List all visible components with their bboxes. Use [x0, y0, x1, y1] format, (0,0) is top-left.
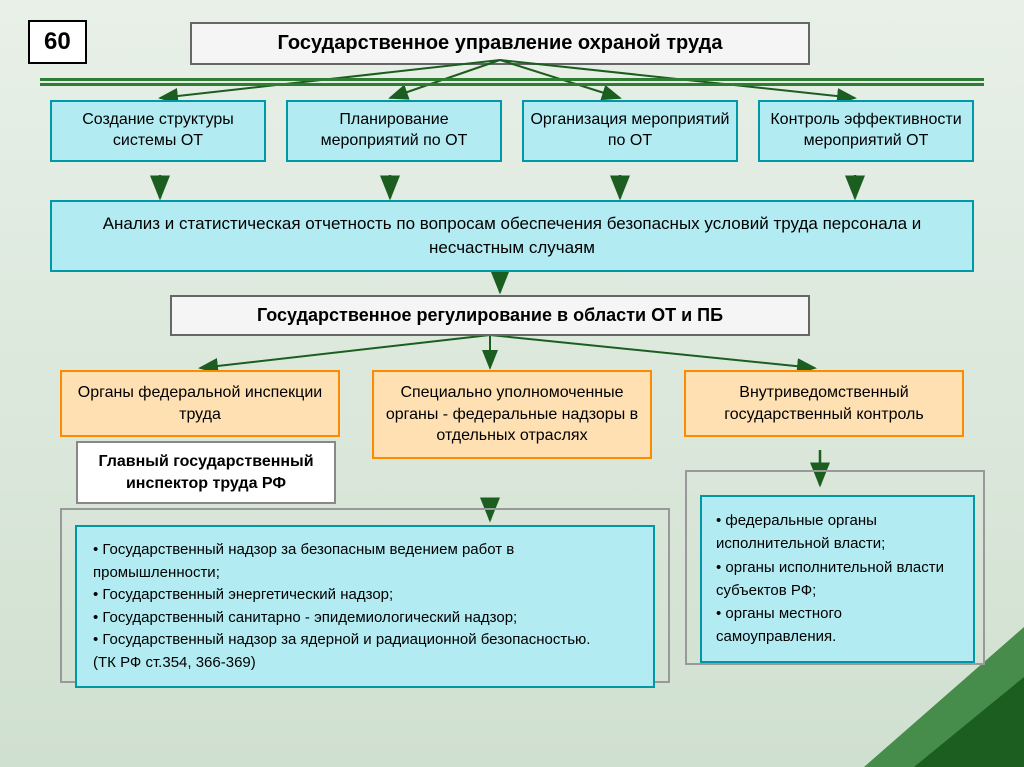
box-federal-inspection: Органы федеральной инспекции труда: [60, 370, 340, 437]
box-control-efficiency: Контроль эффективности мероприятий ОТ: [758, 100, 974, 162]
box-special-authorized: Специально уполномоченные органы - федер…: [372, 370, 652, 459]
box-planning: Планирование мероприятий по ОТ: [286, 100, 502, 162]
analysis-box: Анализ и статистическая отчетность по во…: [50, 200, 974, 272]
list-item: • органы местного самоуправления.: [716, 602, 959, 649]
title-box: Государственное управление охраной труда: [190, 22, 810, 65]
list-item: • федеральные органы исполнительной влас…: [716, 509, 959, 556]
box-chief-inspector: Главный государственный инспектор труда …: [76, 441, 336, 504]
list-item: • Государственный надзор за безопасным в…: [93, 539, 637, 584]
row1-container: Создание структуры системы ОТ Планирован…: [50, 100, 974, 162]
list-supervision: • Государственный надзор за безопасным в…: [75, 525, 655, 688]
list-item: • органы исполнительной власти субъектов…: [716, 556, 959, 603]
corner-triangle-2: [914, 677, 1024, 767]
box-organization: Организация мероприятий по ОТ: [522, 100, 738, 162]
list-item: • Государственный энергетический надзор;: [93, 584, 637, 607]
list-item: • Государственный санитарно - эпидемиоло…: [93, 607, 637, 630]
double-green-line: [40, 78, 984, 86]
box-internal-control: Внутриведомственный государственный конт…: [684, 370, 964, 437]
list-item: • Государственный надзор за ядерной и ра…: [93, 629, 637, 674]
page-number: 60: [28, 20, 87, 64]
box-create-structure: Создание структуры системы ОТ: [50, 100, 266, 162]
regulation-box: Государственное регулирование в области …: [170, 295, 810, 336]
list-authorities: • федеральные органы исполнительной влас…: [700, 495, 975, 663]
